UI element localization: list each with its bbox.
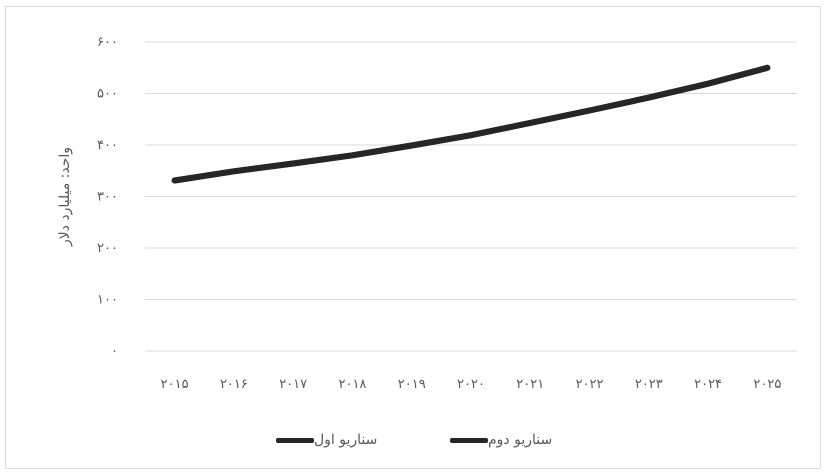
x-tick-label: ۲۰۱۹ [398, 377, 426, 392]
y-tick-label: ۰ [111, 344, 118, 359]
y-tick-label: ۱۰۰ [97, 293, 118, 308]
y-tick-label: ۴۰۰ [97, 138, 118, 153]
x-tick-label: ۲۰۱۷ [279, 377, 307, 392]
x-tick-label: ۲۰۱۸ [338, 377, 366, 392]
legend-swatch-series-1 [276, 437, 314, 443]
series-line-1 [171, 64, 771, 184]
gridlines [145, 41, 797, 352]
x-tick-label: ۲۰۲۳ [635, 377, 663, 392]
legend-label-series-1: سناریو اول [314, 432, 378, 448]
x-tick-label: ۲۰۱۵ [161, 377, 189, 392]
x-tick-label: ۲۰۲۴ [694, 377, 722, 392]
x-tick-label: ۲۰۲۵ [753, 377, 781, 392]
y-tick-label: ۶۰۰ [97, 35, 118, 50]
legend-label-series-2: سناریو دوم [488, 432, 553, 448]
x-tick-label: ۲۰۲۲ [576, 377, 604, 392]
x-tick-label: ۲۰۲۱ [516, 377, 544, 392]
legend-item-series-2: سناریو دوم [450, 428, 554, 452]
x-tick-label: ۲۰۲۰ [457, 377, 485, 392]
y-axis-ticks: ۰ ۱۰۰ ۲۰۰ ۳۰۰ ۴۰۰ ۵۰۰ ۶۰۰ [97, 35, 118, 359]
legend-swatch-series-2 [450, 437, 488, 443]
series-line-2 [171, 64, 771, 184]
series-lines [171, 64, 771, 184]
x-tick-label: ۲۰۱۶ [220, 377, 248, 392]
legend: سناریو اول سناریو دوم [0, 428, 826, 452]
x-axis-ticks: ۲۰۱۵ ۲۰۱۶ ۲۰۱۷ ۲۰۱۸ ۲۰۱۹ ۲۰۲۰ ۲۰۲۱ ۲۰۲۲ ۲۰۲۳ ۲۰۲۴… [161, 377, 782, 392]
legend-item-series-1: سناریو اول [276, 428, 379, 452]
y-axis-label: واحد: میلیارد دلار [57, 147, 73, 247]
y-tick-label: ۲۰۰ [97, 241, 118, 256]
y-tick-label: ۳۰۰ [97, 190, 118, 205]
y-tick-label: ۵۰۰ [97, 87, 118, 102]
chart-frame [5, 6, 821, 469]
